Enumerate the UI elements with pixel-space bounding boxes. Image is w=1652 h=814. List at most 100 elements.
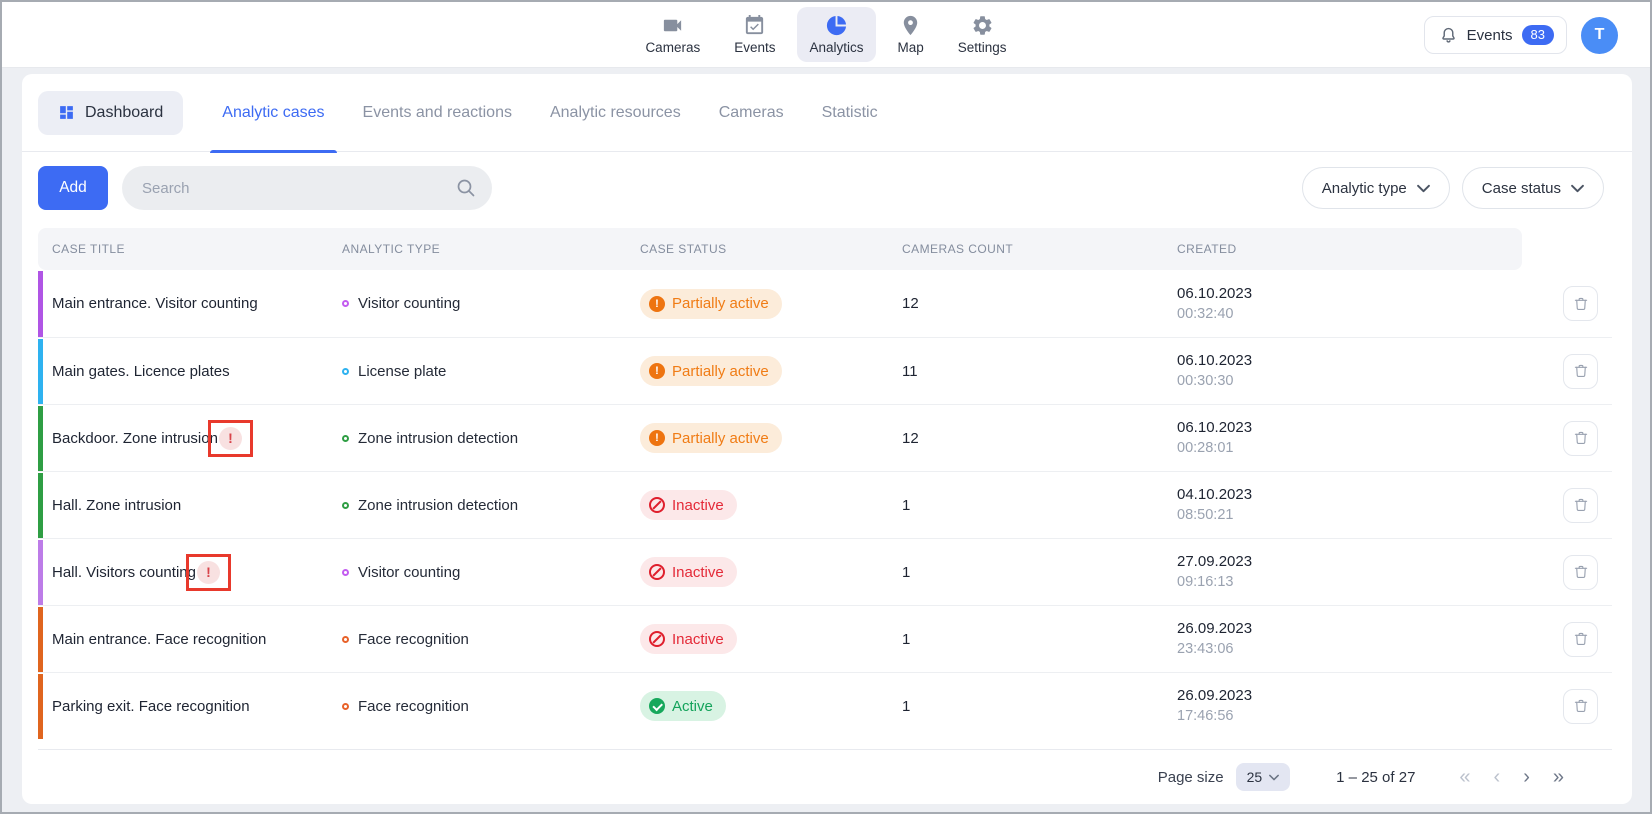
column-header-case-status: CASE STATUS [640, 242, 727, 256]
analytic-type-cell: Visitor counting [342, 295, 640, 312]
trash-icon [1574, 364, 1587, 378]
camera-icon [664, 19, 682, 32]
case-status-cell: Partially active [640, 423, 902, 453]
delete-button[interactable] [1563, 688, 1598, 724]
status-badge: Partially active [640, 423, 782, 453]
table-row[interactable]: Main entrance. Visitor counting Visitor … [38, 270, 1612, 337]
pagination-last-button[interactable]: » [1552, 766, 1564, 788]
pagination-range: 1 – 25 of 27 [1336, 768, 1416, 786]
analytic-type-text: Face recognition [358, 697, 469, 715]
main-nav: Cameras Events Analytics Map Settings [633, 7, 1018, 62]
cameras-count-cell: 12 [902, 429, 919, 447]
created-date: 06.10.2023 [1177, 284, 1253, 302]
trash-icon [1574, 565, 1587, 579]
table-row[interactable]: Backdoor. Zone intrusion! Zone intrusion… [38, 404, 1612, 471]
analytic-type-text: Zone intrusion detection [358, 496, 519, 514]
actions-cell [1443, 621, 1612, 657]
case-title-text: Parking exit. Face recognition [52, 697, 250, 715]
tab-statistic[interactable]: Statistic [821, 103, 878, 121]
delete-button[interactable] [1563, 286, 1598, 321]
pagination-controls: « ‹ › » [1459, 767, 1564, 787]
table-row[interactable]: Hall. Visitors counting! Visitor countin… [38, 538, 1612, 605]
analytic-type-filter[interactable]: Analytic type [1301, 167, 1450, 209]
pagination-first-button[interactable]: « [1459, 766, 1471, 788]
status-text: Inactive [672, 630, 724, 648]
user-avatar[interactable]: T [1581, 16, 1618, 54]
pagination-prev-button[interactable]: ‹ [1493, 766, 1501, 788]
table-header: CASE TITLE ANALYTIC TYPE CASE STATUS CAM… [38, 228, 1522, 270]
tab-analytic-resources[interactable]: Analytic resources [549, 103, 681, 121]
tab-analytic-cases[interactable]: Analytic cases [210, 74, 337, 153]
pie-chart-icon [826, 15, 847, 36]
analytic-type-cell: Visitor counting [342, 564, 640, 581]
page-content: Dashboard Analytic cases Events and reac… [2, 68, 1650, 812]
search-field [122, 166, 492, 210]
dashboard-grid-icon [60, 106, 73, 119]
created-cell: 27.09.2023 09:16:13 [1177, 553, 1443, 591]
status-icon [649, 698, 665, 714]
table-row[interactable]: Parking exit. Face recognition Face reco… [38, 672, 1612, 739]
tab-cameras[interactable]: Cameras [718, 103, 784, 121]
row-accent-bar [38, 674, 43, 739]
delete-button[interactable] [1563, 487, 1598, 523]
table-row[interactable]: Hall. Zone intrusion Zone intrusion dete… [38, 471, 1612, 538]
nav-label-events: Events [734, 40, 776, 55]
events-count-badge: 83 [1521, 25, 1554, 45]
trash-icon [1574, 699, 1587, 713]
chevron-down-icon [1269, 774, 1280, 780]
nav-item-cameras[interactable]: Cameras [633, 7, 712, 62]
column-header-created: CREATED [1177, 242, 1237, 256]
table-row[interactable]: Main gates. Licence plates License plate… [38, 337, 1612, 404]
alert-annotation-box: ! [185, 553, 231, 591]
tab-events-and-reactions[interactable]: Events and reactions [362, 103, 512, 121]
case-title-cell: Main entrance. Face recognition [52, 631, 342, 648]
case-title-text: Main gates. Licence plates [52, 362, 230, 380]
bell-icon [1441, 27, 1455, 43]
case-status-cell: Active [640, 691, 902, 721]
row-accent-bar [38, 540, 43, 605]
status-text: Partially active [672, 362, 769, 380]
cameras-count-cell: 1 [902, 563, 911, 581]
created-cell: 26.09.2023 17:46:56 [1177, 687, 1443, 725]
case-status-cell: Inactive [640, 624, 902, 654]
events-button-label: Events [1466, 26, 1513, 44]
type-color-dot [342, 300, 349, 307]
nav-label-map: Map [897, 40, 924, 55]
case-status-filter-label: Case status [1481, 179, 1561, 197]
nav-item-map[interactable]: Map [886, 7, 936, 62]
nav-item-events[interactable]: Events [722, 7, 787, 62]
row-accent-bar [38, 406, 43, 471]
status-badge: Inactive [640, 490, 737, 520]
actions-cell [1443, 353, 1612, 389]
case-title-cell: Hall. Visitors counting! [52, 553, 342, 591]
case-title-text: Hall. Zone intrusion [52, 496, 182, 514]
row-accent-bar [38, 271, 43, 337]
nav-item-analytics[interactable]: Analytics [797, 7, 876, 62]
delete-button[interactable] [1563, 353, 1598, 389]
nav-label-cameras: Cameras [645, 40, 701, 55]
pagination-next-button[interactable]: › [1523, 766, 1530, 788]
analytic-type-text: Visitor counting [358, 295, 461, 312]
case-status-filter[interactable]: Case status [1461, 167, 1604, 209]
delete-button[interactable] [1563, 420, 1598, 456]
case-title-cell: Main entrance. Visitor counting [52, 295, 342, 312]
search-input[interactable] [122, 166, 492, 210]
nav-item-settings[interactable]: Settings [946, 7, 1019, 62]
dashboard-button[interactable]: Dashboard [38, 90, 184, 135]
status-badge: Inactive [640, 624, 737, 654]
events-notifications-button[interactable]: Events 83 [1423, 16, 1567, 54]
created-date: 27.09.2023 [1177, 553, 1253, 570]
page-size-value: 25 [1246, 769, 1263, 785]
table-row[interactable]: Main entrance. Face recognition Face rec… [38, 605, 1612, 672]
status-badge: Partially active [640, 356, 782, 386]
page-size-select[interactable]: 25 [1235, 763, 1291, 791]
add-button[interactable]: Add [38, 166, 108, 210]
status-text: Partially active [672, 429, 769, 447]
alert-icon: ! [196, 560, 220, 584]
delete-button[interactable] [1563, 554, 1598, 590]
cameras-count-cell: 1 [902, 630, 911, 648]
delete-button[interactable] [1563, 621, 1598, 657]
type-color-dot [342, 367, 349, 375]
case-title-text: Main entrance. Face recognition [52, 630, 267, 648]
